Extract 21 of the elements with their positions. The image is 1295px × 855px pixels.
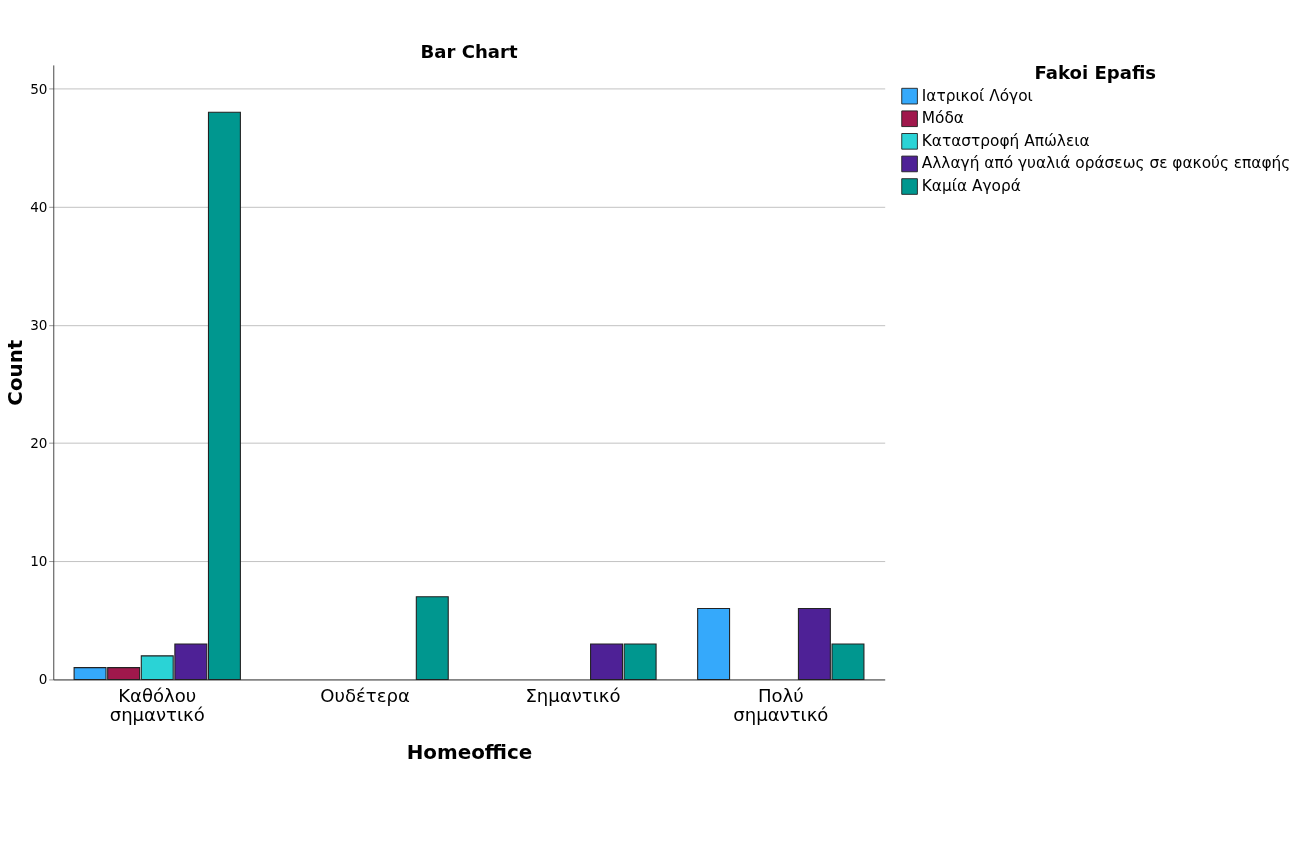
legend-label: Αλλαγή από γυαλιά οράσεως σε φακούς επαφής [921, 154, 1291, 173]
y-tick-label: 20 [30, 435, 48, 452]
y-tick-label: 0 [38, 671, 48, 688]
x-axis-title: Homeoffice [406, 740, 533, 764]
legend-label: Καταστροφή Απώλεια [921, 131, 1090, 150]
y-tick-label: 50 [30, 80, 48, 97]
y-tick-label: 10 [30, 553, 48, 570]
chart-title: Bar Chart [420, 40, 518, 62]
y-tick-label: 30 [30, 316, 48, 333]
bar [697, 608, 731, 681]
x-tick-label: Καθόλου σημαντικό [109, 684, 205, 726]
y-axis-title: Count [4, 339, 28, 406]
legend-label: Καμία Αγορά [921, 177, 1021, 196]
bar [415, 596, 449, 681]
x-tick-label: Ουδέτερα [320, 684, 410, 706]
legend-label: Μόδα [921, 109, 964, 128]
x-tick-label: Πολύ σημαντικό [733, 684, 829, 726]
legend-title: Fakoi Epafis [1034, 62, 1157, 84]
legend-label: Ιατρικοί Λόγοι [921, 86, 1033, 105]
x-tick-label: Σημαντικό [525, 684, 621, 706]
y-tick-label: 40 [30, 198, 48, 215]
